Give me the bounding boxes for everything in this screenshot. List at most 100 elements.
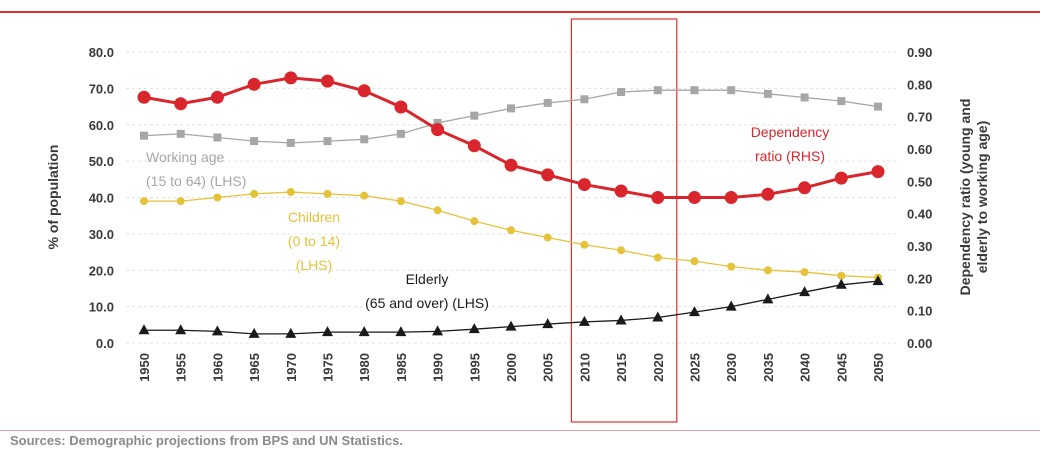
elderly-point: [872, 275, 884, 286]
y-right-tick-label: 0.10: [907, 304, 932, 319]
working-point: [250, 137, 259, 146]
y-right-axis-title-line: elderly to working age): [974, 121, 990, 273]
working-point: [690, 86, 699, 95]
children-point: [580, 240, 589, 249]
dependency-point: [724, 191, 738, 204]
y-left-tick-label: 30.0: [89, 227, 114, 242]
children-point: [617, 246, 626, 255]
working-point: [874, 102, 882, 111]
working-point: [617, 88, 626, 97]
dependency-point: [871, 165, 885, 179]
dependency-point: [577, 178, 591, 192]
dependency-point: [467, 139, 481, 153]
y-left-tick-label: 40.0: [89, 191, 114, 206]
working-point: [837, 97, 846, 106]
y-right-tick-label: 0.70: [907, 110, 932, 125]
elderly-point: [432, 325, 444, 336]
x-tick-label: 2020: [651, 353, 666, 382]
elderly-point: [762, 293, 774, 304]
dependency-point: [614, 184, 628, 198]
children-point: [250, 189, 259, 198]
elderly-point: [799, 286, 811, 297]
x-tick-label: 2050: [871, 353, 886, 382]
dependency-point: [688, 191, 701, 204]
x-tick-label: 2000: [504, 353, 519, 382]
bottom-rule: [0, 430, 1040, 431]
children-point: [433, 206, 442, 215]
children-point: [543, 233, 552, 242]
children-point: [396, 197, 405, 206]
children-point: [286, 188, 295, 197]
dependency-point: [321, 74, 334, 88]
x-tick-label: 1970: [284, 353, 299, 382]
children-annotation-line: Children: [288, 209, 340, 225]
dependency-point: [357, 84, 371, 98]
x-tick-label: 2035: [761, 353, 776, 382]
demographic-chart: 0.0 10.0 20.0 30.0 40.0 50.0 60.0 70.0 80.0 0.00 0…: [45, 18, 990, 423]
elderly-point: [285, 327, 297, 338]
children-point: [323, 189, 332, 198]
children-annotation-line: (LHS): [296, 257, 333, 273]
working-point: [323, 137, 332, 146]
elderly-point: [505, 320, 517, 331]
dependency-point: [137, 90, 151, 104]
dependency-point: [210, 90, 224, 104]
dependency-point: [798, 181, 812, 195]
working-point: [727, 86, 736, 95]
dependency-annotation-line: ratio (RHS): [755, 148, 825, 164]
dependency-point: [174, 97, 188, 111]
y-right-axis-title-line: Dependency ratio (young and: [957, 99, 973, 296]
elderly-point: [615, 314, 627, 325]
elderly-point: [138, 324, 150, 335]
working-point: [140, 131, 148, 140]
x-tick-label: 2005: [541, 353, 556, 382]
children-point: [507, 226, 515, 235]
x-tick-label: 2030: [724, 353, 739, 382]
y-left-tick-label: 0.0: [96, 336, 114, 351]
highlight-box: [570, 18, 678, 423]
x-tick-label: 2045: [834, 353, 849, 382]
y-right-tick-label: 0.90: [907, 45, 932, 60]
x-tick-label: 1985: [394, 353, 409, 382]
y-left-tick-label: 80.0: [89, 45, 114, 60]
elderly-point: [322, 326, 333, 337]
working-point: [543, 98, 552, 107]
children-annotation-line: (0 to 14): [288, 233, 340, 249]
y-right-tick-label: 0.50: [907, 174, 932, 189]
elderly-point: [725, 300, 737, 311]
working-point: [470, 111, 479, 120]
x-tick-label: 1965: [247, 353, 262, 382]
elderly-point: [211, 325, 223, 336]
elderly-annotation-line: (65 and over) (LHS): [365, 295, 489, 311]
working-annotation-line: Working age: [146, 149, 225, 165]
working-point: [653, 86, 662, 95]
y-right-tick-label: 0.00: [907, 336, 932, 351]
y-left-tick-label: 50.0: [89, 154, 114, 169]
elderly-point: [358, 326, 370, 337]
y-left-axis-title: % of population: [45, 145, 61, 250]
working-point: [580, 95, 589, 104]
dependency-point: [504, 158, 518, 172]
children-point: [800, 268, 809, 277]
children-point: [470, 217, 479, 226]
y-right-tick-label: 0.30: [907, 239, 932, 254]
x-tick-label: 1950: [137, 353, 152, 382]
elderly-point: [652, 311, 664, 322]
x-tick-label: 1995: [467, 353, 482, 382]
dependency-point: [761, 187, 775, 201]
elderly-point: [395, 326, 407, 337]
children-point: [176, 197, 185, 206]
working-point: [176, 129, 185, 138]
y-right-tick-label: 0.80: [907, 77, 932, 92]
y-right-tick-label: 0.40: [907, 207, 932, 222]
x-tick-label: 1975: [321, 353, 336, 382]
elderly-point: [542, 318, 554, 329]
working-point: [507, 104, 515, 113]
x-tick-label: 2040: [798, 353, 813, 382]
dependency-annotation-line: Dependency: [751, 124, 830, 140]
elderly-annotation-line: Elderly: [406, 271, 449, 287]
dependency-point: [651, 191, 665, 204]
working-point: [433, 118, 442, 127]
elderly-point: [689, 306, 700, 317]
working-annotation-line: (15 to 64) (LHS): [146, 173, 246, 189]
